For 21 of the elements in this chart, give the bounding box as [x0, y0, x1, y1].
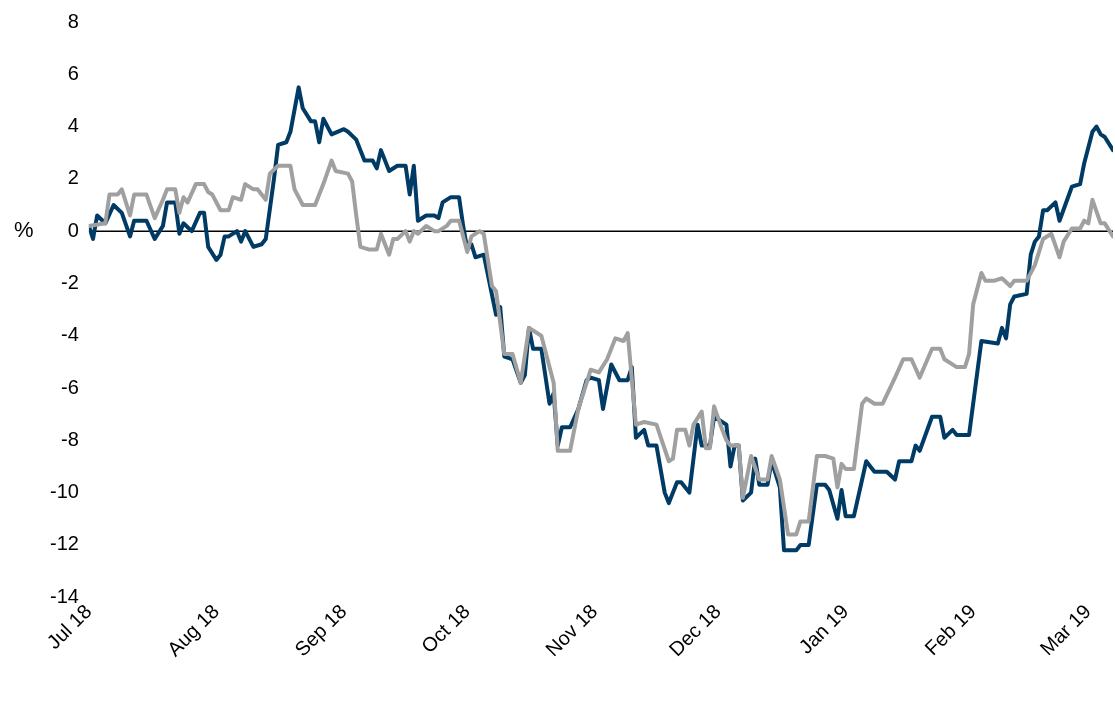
y-tick-label: 0 [67, 218, 79, 241]
y-tick-label: -14 [50, 584, 79, 607]
y-tick-label: -10 [50, 480, 79, 503]
y-tick-label: 8 [67, 9, 79, 32]
y-tick-label: 6 [67, 61, 79, 84]
y-tick-label: -6 [61, 375, 79, 398]
y-tick-label: -2 [61, 270, 79, 293]
y-axis-title: % [14, 217, 34, 243]
x-tick-label: Dec 18 [664, 599, 725, 661]
x-tick-label: Jan 19 [794, 599, 853, 658]
y-tick-label: 4 [67, 114, 79, 137]
y-tick-label: -4 [61, 323, 79, 346]
x-tick-label: Mar 19 [1035, 599, 1096, 660]
x-tick-label: Nov 18 [541, 599, 602, 661]
x-tick-label: Feb 19 [920, 599, 980, 660]
x-tick-label: Oct 18 [416, 599, 475, 658]
y-tick-label: -12 [50, 532, 79, 555]
x-tick-label: Sep 18 [290, 599, 351, 661]
y-tick-label: 2 [67, 166, 79, 189]
y-tick-label: -8 [61, 427, 79, 450]
x-tick-label: Aug 18 [162, 599, 224, 661]
